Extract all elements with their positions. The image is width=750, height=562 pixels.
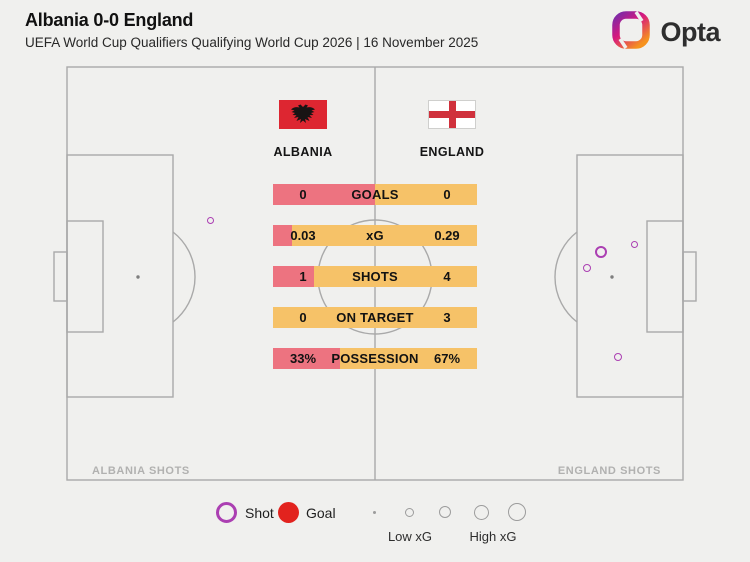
away-bar-on-target — [273, 307, 477, 328]
home-team-name: ALBANIA — [273, 145, 333, 159]
away-value-goals: 0 — [443, 187, 451, 202]
home-value-shots: 1 — [299, 269, 307, 284]
goal-legend-icon — [278, 502, 299, 523]
away-shot-marker-1 — [583, 264, 591, 272]
home-shot-marker-1 — [206, 216, 214, 224]
st-george-cross-horizontal — [429, 111, 475, 118]
stat-text-possession: 33% POSSESSION 67% — [273, 348, 477, 369]
away-value-xg: 0.29 — [434, 228, 460, 243]
away-shot-marker-3 — [630, 240, 638, 248]
away-bar-xg — [273, 225, 477, 246]
stat-text-shots: 1 SHOTS 4 — [273, 266, 477, 287]
stat-row-goals: 0 GOALS 0 — [273, 184, 477, 205]
albania-flag — [279, 100, 327, 129]
opta-wordmark: Opta — [660, 17, 720, 47]
away-value-on-target: 3 — [443, 310, 451, 325]
xg-scale-circle-5 — [508, 503, 526, 521]
high-xg-label: High xG — [469, 529, 517, 544]
stat-label-goals: GOALS — [351, 187, 399, 202]
home-value-on-target: 0 — [299, 310, 307, 325]
stat-row-on-target: 0 ON TARGET 3 — [273, 307, 477, 328]
away-team-name: ENGLAND — [419, 145, 485, 159]
stat-label-shots: SHOTS — [352, 269, 398, 284]
albania-eagle-icon — [291, 104, 315, 123]
stat-label-xg: xG — [366, 228, 384, 243]
home-value-possession: 33% — [289, 351, 317, 366]
stat-label-on-target: ON TARGET — [336, 310, 414, 325]
away-value-possession: 67% — [433, 351, 461, 366]
stat-text-on-target: 0 ON TARGET 3 — [273, 307, 477, 328]
penalty-spot-right — [610, 275, 614, 279]
home-bar-xg — [273, 225, 293, 246]
stat-text-xg: 0.03 xG 0.29 — [273, 225, 477, 246]
away-bar-shots — [273, 266, 477, 287]
stats-panel: 0 GOALS 0 0.03 xG 0.29 1 SHOTS 4 0 ON TARGET 3 33% PO… — [273, 184, 477, 369]
xg-scale-circle-1 — [372, 510, 376, 514]
stat-row-xg: 0.03 xG 0.29 — [273, 225, 477, 246]
shot-legend-icon — [216, 502, 237, 523]
stat-row-possession: 33% POSSESSION 67% — [273, 348, 477, 369]
home-shots-zone-label: ALBANIA SHOTS — [92, 465, 190, 477]
opta-logo-icon — [611, 10, 651, 55]
opta-brand: Opta — [611, 10, 720, 55]
home-value-goals: 0 — [299, 187, 307, 202]
away-value-shots: 4 — [443, 269, 451, 284]
stat-text-goals: 0 GOALS 0 — [273, 184, 477, 205]
home-value-xg: 0.03 — [290, 228, 316, 243]
shot-legend-label: Shot — [245, 505, 274, 521]
home-bar-shots — [273, 266, 314, 287]
xg-scale-circle-3 — [439, 506, 451, 518]
away-shot-marker-4 — [614, 353, 622, 361]
away-shot-marker-2 — [595, 246, 607, 258]
xg-scale-circle-4 — [473, 504, 489, 520]
home-bar-goals — [273, 184, 375, 205]
stat-label-possession: POSSESSION — [331, 351, 419, 366]
goal-legend-label: Goal — [306, 505, 336, 521]
england-flag — [428, 100, 476, 129]
low-xg-label: Low xG — [387, 529, 433, 544]
away-shots-zone-label: ENGLAND SHOTS — [557, 465, 661, 477]
page-title: Albania 0-0 England — [25, 10, 194, 30]
xg-scale-circle-2 — [404, 507, 414, 517]
penalty-spot-left — [136, 275, 140, 279]
home-bar-possession — [273, 348, 341, 369]
stat-row-shots: 1 SHOTS 4 — [273, 266, 477, 287]
match-subtitle: UEFA World Cup Qualifiers Qualifying Wor… — [25, 35, 479, 50]
